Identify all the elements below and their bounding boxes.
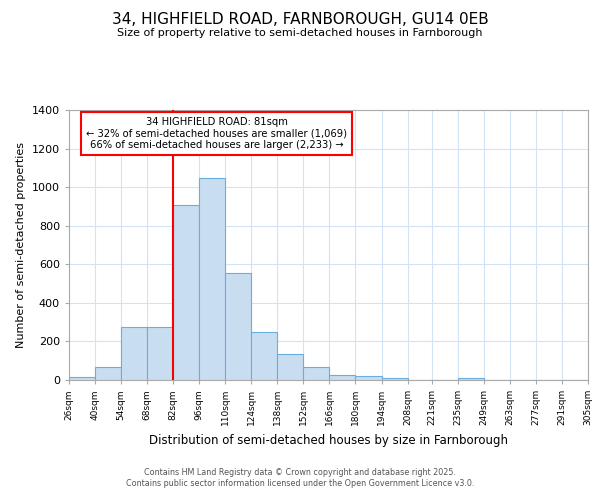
Bar xyxy=(355,376,382,380)
Text: 34 HIGHFIELD ROAD: 81sqm
← 32% of semi-detached houses are smaller (1,069)
66% o: 34 HIGHFIELD ROAD: 81sqm ← 32% of semi-d… xyxy=(86,116,347,150)
Bar xyxy=(382,378,407,380)
Bar xyxy=(225,273,251,380)
Text: 34, HIGHFIELD ROAD, FARNBOROUGH, GU14 0EB: 34, HIGHFIELD ROAD, FARNBOROUGH, GU14 0E… xyxy=(112,12,488,28)
Text: Contains HM Land Registry data © Crown copyright and database right 2025.
Contai: Contains HM Land Registry data © Crown c… xyxy=(126,468,474,487)
Bar xyxy=(147,327,173,380)
Y-axis label: Number of semi-detached properties: Number of semi-detached properties xyxy=(16,142,26,348)
Bar xyxy=(251,332,277,380)
Text: Size of property relative to semi-detached houses in Farnborough: Size of property relative to semi-detach… xyxy=(117,28,483,38)
Bar xyxy=(121,327,147,380)
Bar xyxy=(199,178,225,380)
Bar xyxy=(69,377,95,380)
Bar xyxy=(329,375,355,380)
Bar xyxy=(304,368,329,380)
Bar xyxy=(173,206,199,380)
Bar xyxy=(95,368,121,380)
X-axis label: Distribution of semi-detached houses by size in Farnborough: Distribution of semi-detached houses by … xyxy=(149,434,508,446)
Bar xyxy=(277,354,304,380)
Bar xyxy=(458,378,484,380)
